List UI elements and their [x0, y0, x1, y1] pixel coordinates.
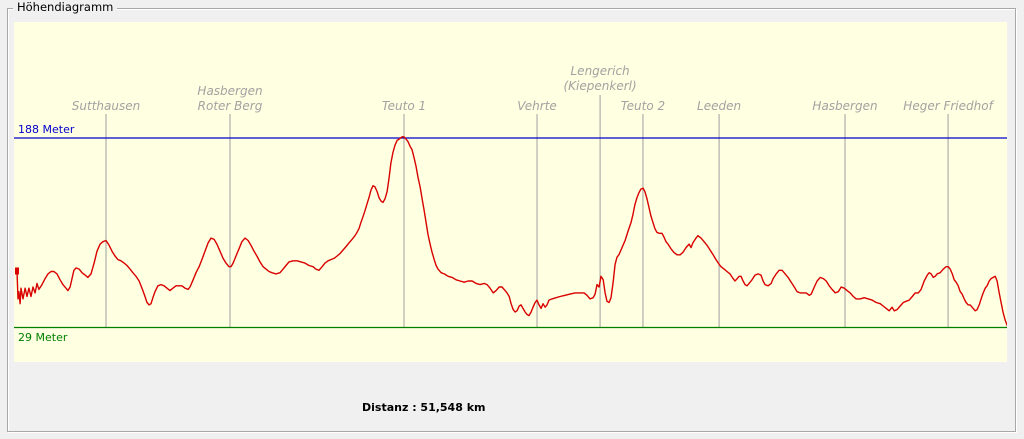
elevation-profile-curve: [16, 136, 1007, 327]
max-elevation-label: 188 Meter: [18, 123, 75, 136]
waypoint-label: Roter Berg: [198, 99, 263, 113]
waypoint-label: Hasbergen: [812, 99, 877, 113]
waypoint-label: Heger Friedhof: [903, 99, 994, 113]
route-start-marker: [15, 267, 19, 275]
waypoint-label: Leeden: [697, 99, 741, 113]
plot-area: [14, 22, 1007, 362]
waypoint-label: Vehrte: [517, 99, 557, 113]
waypoint-label: Hasbergen: [197, 84, 262, 98]
route-statistics: Distanz : 51,548 km Steigung : 645,65 m …: [362, 365, 488, 439]
waypoint-label: Sutthausen: [72, 99, 140, 113]
waypoint-label: Teuto 1: [382, 99, 426, 113]
stat-distance: Distanz : 51,548 km: [362, 401, 486, 414]
min-elevation-label: 29 Meter: [18, 331, 68, 344]
waypoint-label: Lengerich: [571, 64, 630, 78]
groupbox-title: Höhendiagramm: [13, 1, 118, 14]
waypoint-label: (Kiepenkerl): [564, 79, 637, 93]
groupbox-border: [7, 8, 1016, 432]
waypoint-label: Teuto 2: [621, 99, 665, 113]
